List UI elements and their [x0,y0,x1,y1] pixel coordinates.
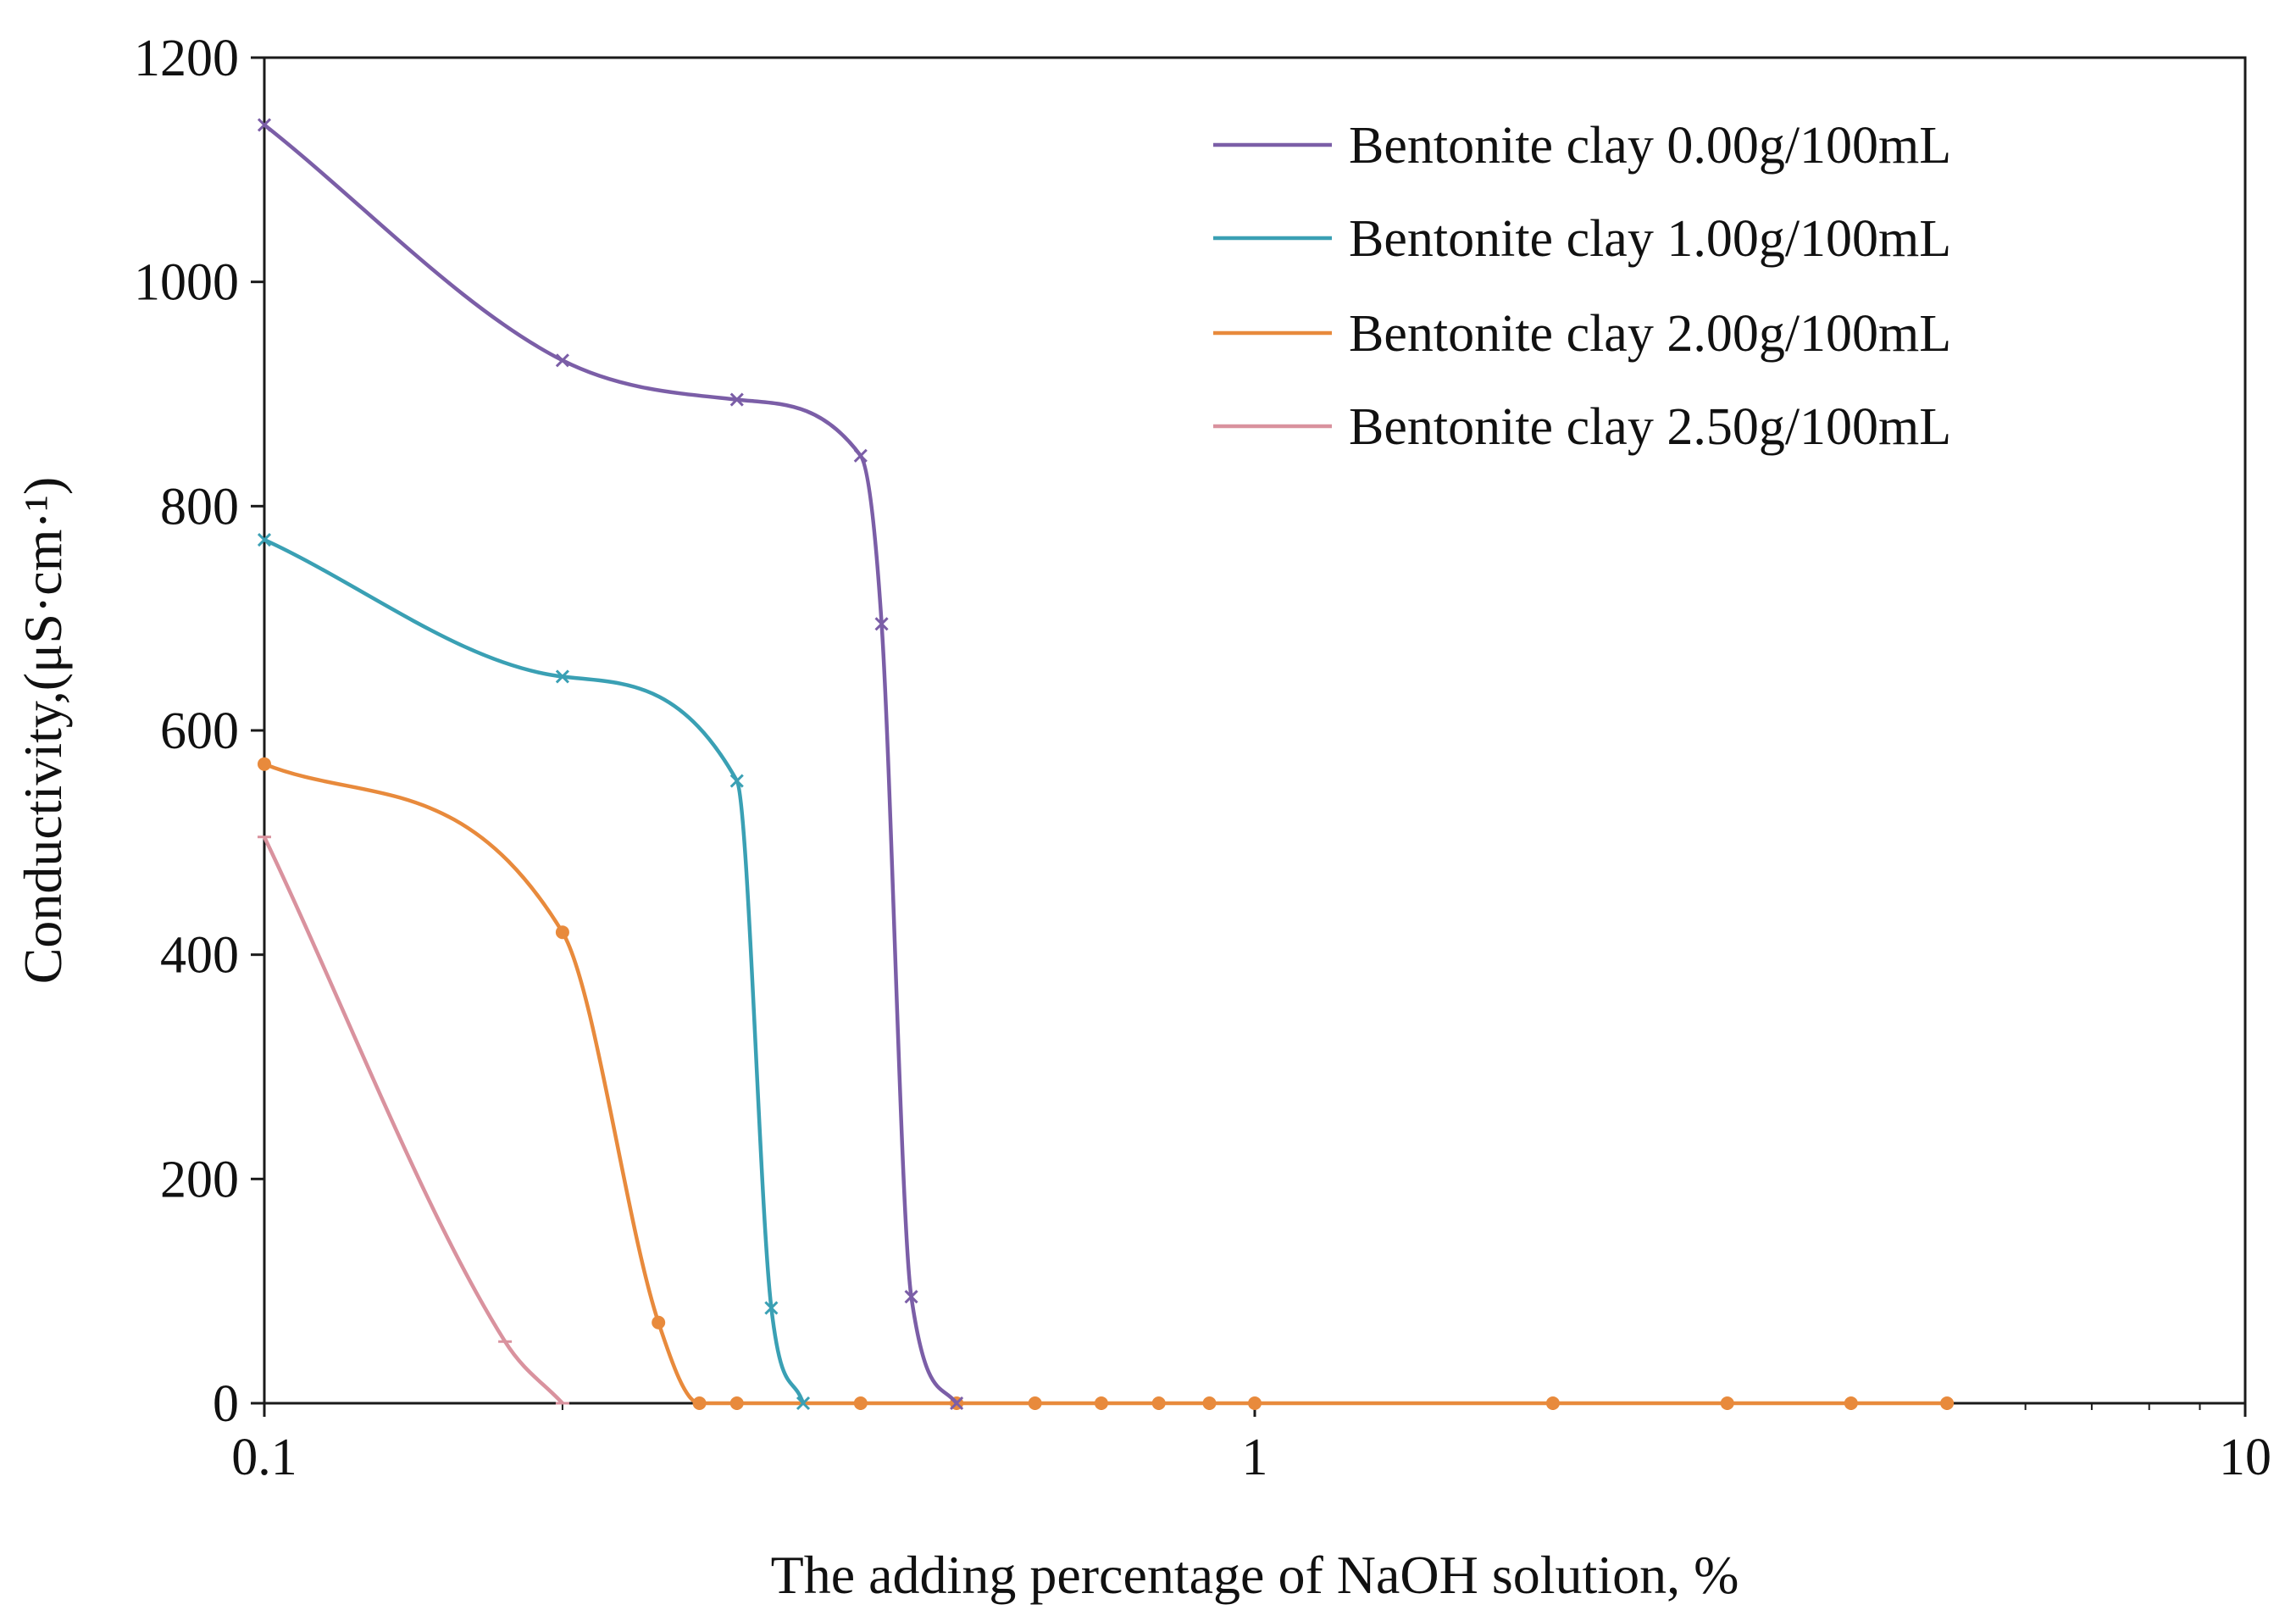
y-tick-label: 600 [160,702,239,760]
data-point [1151,1396,1166,1410]
data-point [1202,1396,1217,1410]
data-point [950,1396,964,1411]
data-point [555,669,569,684]
y-axis-title: Conductivity,(μS·cm·¹) [13,477,73,985]
data-point [729,774,744,788]
x-tick-label: 1 [1242,1429,1268,1486]
data-point [555,925,569,940]
data-point [1094,1396,1108,1410]
data-point [257,532,272,547]
data-point [853,1396,868,1410]
data-point [729,392,744,407]
legend-label-1: Bentonite clay 1.00g/100mL [1349,210,1951,268]
series-0 [257,118,964,1411]
data-point [796,1396,811,1411]
series-3 [258,835,569,1405]
data-point [692,1396,707,1410]
data-point [555,353,569,368]
legend-label-2: Bentonite clay 2.00g/100mL [1349,305,1951,363]
data-point [904,1290,918,1304]
x-tick-label: 10 [2219,1429,2271,1486]
data-point [729,1396,744,1410]
y-tick-label: 200 [160,1151,239,1208]
data-point [1844,1396,1858,1410]
legend-label-0: Bentonite clay 0.00g/100mL [1349,117,1951,175]
legend: Bentonite clay 0.00g/100mL Bentonite cla… [1213,117,1951,456]
series-1 [257,532,811,1411]
data-point [764,1301,779,1315]
data-point [258,757,271,771]
y-tick-label: 0 [213,1375,239,1433]
plot-series [257,118,1955,1411]
series-line-1 [263,537,806,1404]
x-axis-title: The adding percentage of NaOH solution, … [771,1545,1739,1605]
legend-label-3: Bentonite clay 2.50g/100mL [1349,398,1951,456]
x-axis-ticks: 0.1 1 10 [231,1403,2271,1486]
x-tick-label: 0.1 [231,1429,297,1486]
data-point [652,1315,666,1330]
data-point [853,448,868,463]
data-point [1028,1396,1042,1410]
y-tick-label: 400 [160,927,239,985]
data-point [874,617,889,631]
series-line-3 [262,835,564,1405]
series-2 [258,757,1955,1410]
data-point [1545,1396,1560,1410]
series-line-2 [263,762,1948,1406]
data-point [1940,1396,1955,1410]
data-point [1720,1396,1734,1410]
y-tick-label: 1000 [134,254,239,312]
data-point [257,118,272,132]
y-tick-label: 800 [160,478,239,536]
data-point [1248,1396,1262,1410]
y-tick-label: 1200 [134,30,239,87]
y-axis-ticks: 0 200 400 600 800 1000 1200 [134,30,264,1433]
series-line-0 [263,123,958,1405]
